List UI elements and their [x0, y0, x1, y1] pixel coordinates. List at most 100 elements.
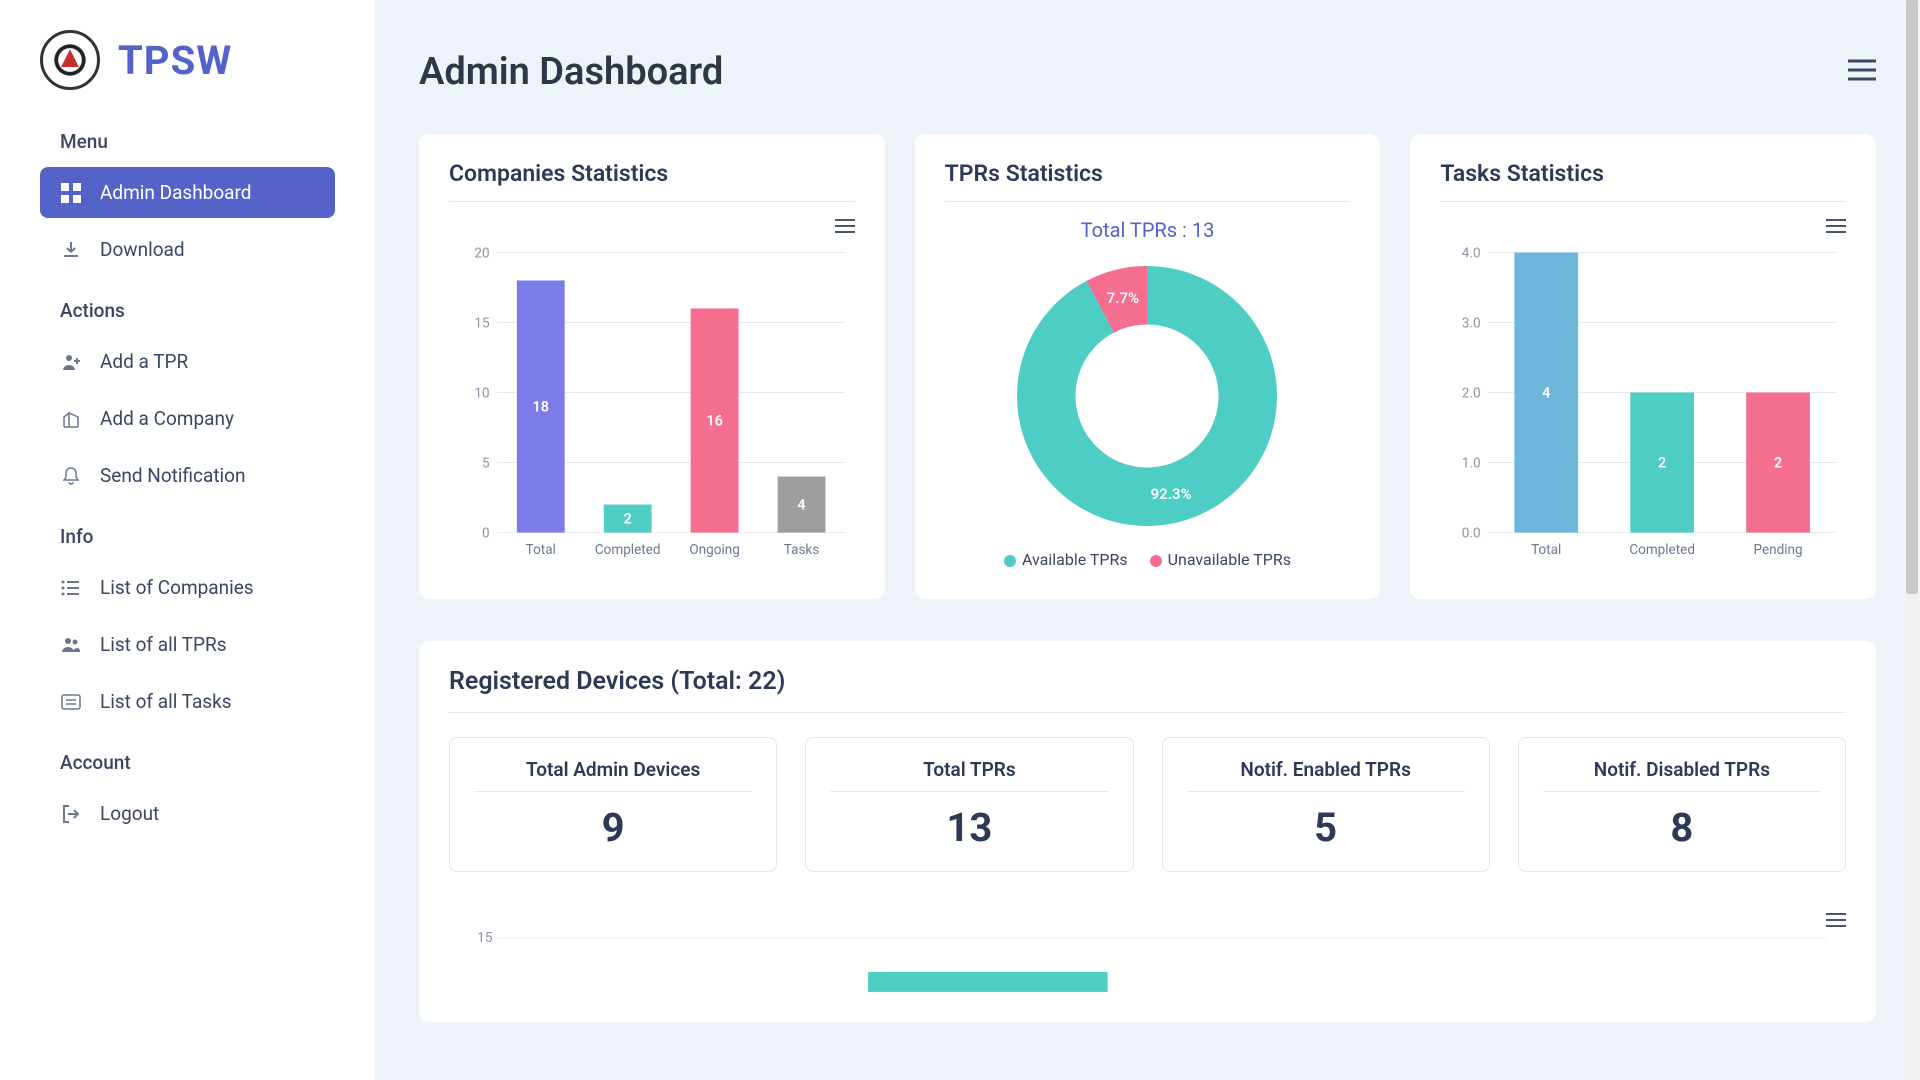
sidebar-item-list-of-all-tasks[interactable]: List of all Tasks [40, 676, 335, 727]
sidebar-item-label: Send Notification [100, 464, 245, 487]
bar-value-label: 2 [1658, 454, 1666, 471]
sidebar-item-label: Admin Dashboard [100, 181, 252, 204]
xtick-label: Total [1531, 542, 1561, 558]
ytick-label: 20 [474, 245, 489, 261]
section-label: Info [60, 525, 335, 548]
xtick-label: Pending [1754, 542, 1803, 558]
sidebar-item-logout[interactable]: Logout [40, 788, 335, 839]
donut-legend: Available TPRsUnavailable TPRs [945, 550, 1351, 569]
xtick-label: Completed [595, 542, 661, 558]
bar-value-label: 16 [706, 412, 723, 429]
topbar: Admin Dashboard [419, 50, 1876, 94]
sidebar-item-list-of-companies[interactable]: List of Companies [40, 562, 335, 613]
tprs-donut-chart: 7.7% 92.3% [945, 256, 1351, 536]
stat-value: 13 [830, 804, 1108, 851]
companies-stats-title: Companies Statistics [449, 160, 668, 187]
brand-name: TPSW [118, 37, 232, 84]
scrollbar[interactable] [1906, 0, 1918, 1080]
companies-stats-card: Companies Statistics 0510152018Total2Com… [419, 134, 885, 599]
legend-dot [1004, 555, 1016, 567]
sidebar-item-label: Add a Company [100, 407, 234, 430]
bar-value-label: 2 [624, 510, 632, 527]
stat-value: 8 [1543, 804, 1821, 851]
tasks-stats-card: Tasks Statistics 0.01.02.03.04.04Total2C… [1410, 134, 1876, 599]
sidebar-item-admin-dashboard[interactable]: Admin Dashboard [40, 167, 335, 218]
stat-label: Notif. Enabled TPRs [1187, 758, 1465, 792]
stat-box: Total TPRs 13 [805, 737, 1133, 872]
menu-toggle-button[interactable] [1848, 59, 1876, 85]
stat-box: Notif. Disabled TPRs 8 [1518, 737, 1846, 872]
registered-devices-title: Registered Devices (Total: 22) [449, 667, 1846, 713]
section-label: Account [60, 751, 335, 774]
section-label: Menu [60, 130, 335, 153]
sidebar-item-label: Logout [100, 802, 159, 825]
sidebar-item-send-notification[interactable]: Send Notification [40, 450, 335, 501]
page-title: Admin Dashboard [419, 50, 723, 94]
main-content: Admin Dashboard Companies Statistics 0 5 1… [375, 0, 1920, 1080]
devices-stat-grid: Total Admin Devices 9 Total TPRs 13 Notif. E… [449, 737, 1846, 872]
sidebar: TPSW Menu Admin Dashboard Download Actions A… [0, 0, 375, 1080]
list-icon [60, 577, 82, 599]
sidebar-item-download[interactable]: Download [40, 224, 335, 275]
devices-chart-svg: 15 [449, 912, 1846, 992]
devices-bottom-chart: 15 [449, 912, 1846, 992]
stat-label: Notif. Disabled TPRs [1543, 758, 1821, 792]
card-title: Tasks Statistics [1440, 160, 1846, 202]
slice-label: 92.3% [1151, 485, 1192, 503]
stat-box: Notif. Enabled TPRs 5 [1162, 737, 1490, 872]
tasks-stats-title: Tasks Statistics [1440, 160, 1604, 187]
stat-box: Total Admin Devices 9 [449, 737, 777, 872]
hamburger-icon [1826, 913, 1846, 927]
tasks-chart-svg: 0.01.02.03.04.04Total2Completed2Pending [1440, 237, 1846, 577]
partial-bar [868, 972, 1107, 992]
sidebar-item-add-a-company[interactable]: Add a Company [40, 393, 335, 444]
sidebar-item-label: List of Companies [100, 576, 254, 599]
stat-label: Total Admin Devices [474, 758, 752, 792]
bar-value-label: 18 [532, 398, 549, 415]
ytick-label: 5 [482, 455, 490, 471]
chart-menu-button[interactable] [1826, 912, 1846, 931]
section-label: Actions [60, 299, 335, 322]
ytick-label: 4.0 [1462, 245, 1481, 261]
donut-slice [1017, 266, 1277, 526]
stat-label: Total TPRs [830, 758, 1108, 792]
xtick-label: Tasks [784, 542, 819, 558]
sidebar-item-add-a-tpr[interactable]: Add a TPR [40, 336, 335, 387]
bell-icon [60, 465, 82, 487]
bar-value-label: 4 [797, 496, 805, 513]
tasks-bar-chart: 0.01.02.03.04.04Total2Completed2Pending [1440, 218, 1846, 558]
bar-value-label: 2 [1774, 454, 1782, 471]
companies-chart-svg: 0510152018Total2Completed16Ongoing4Tasks [449, 237, 855, 577]
ytick-label: 0 [482, 525, 490, 541]
legend-item: Unavailable TPRs [1150, 550, 1291, 569]
legend-dot [1150, 555, 1162, 567]
xtick-label: Completed [1630, 542, 1696, 558]
stat-value: 5 [1187, 804, 1465, 851]
download-icon [60, 239, 82, 261]
card-title: TPRs Statistics [945, 160, 1351, 202]
xtick-label: Total [526, 542, 556, 558]
ytick-label: 1.0 [1462, 455, 1481, 471]
scrollbar-thumb[interactable] [1906, 0, 1918, 594]
companies-bar-chart: 0510152018Total2Completed16Ongoing4Tasks [449, 218, 855, 558]
tprs-stats-card: TPRs Statistics Total TPRs : 13 7.7%92.3… [915, 134, 1381, 599]
sidebar-item-label: List of all TPRs [100, 633, 227, 656]
sidebar-item-label: Add a TPR [100, 350, 188, 373]
sidebar-item-label: List of all Tasks [100, 690, 232, 713]
slice-label: 7.7% [1107, 289, 1139, 307]
building-icon [60, 408, 82, 430]
grid-icon [60, 182, 82, 204]
bar-value-label: 4 [1542, 384, 1550, 401]
xtick-label: Ongoing [689, 542, 739, 558]
tprs-stats-title: TPRs Statistics [945, 160, 1103, 187]
donut-chart-svg: 7.7% 92.3% [1007, 256, 1287, 536]
registered-devices-card: Registered Devices (Total: 22) Total Adm… [419, 641, 1876, 1022]
person-plus-icon [60, 351, 82, 373]
ytick-label: 0.0 [1462, 525, 1481, 541]
card-title: Companies Statistics [449, 160, 855, 202]
sidebar-item-label: Download [100, 238, 185, 261]
stat-value: 9 [474, 804, 752, 851]
sidebar-item-list-of-all-tprs[interactable]: List of all TPRs [40, 619, 335, 670]
hamburger-icon [1848, 59, 1876, 81]
logout-icon [60, 803, 82, 825]
